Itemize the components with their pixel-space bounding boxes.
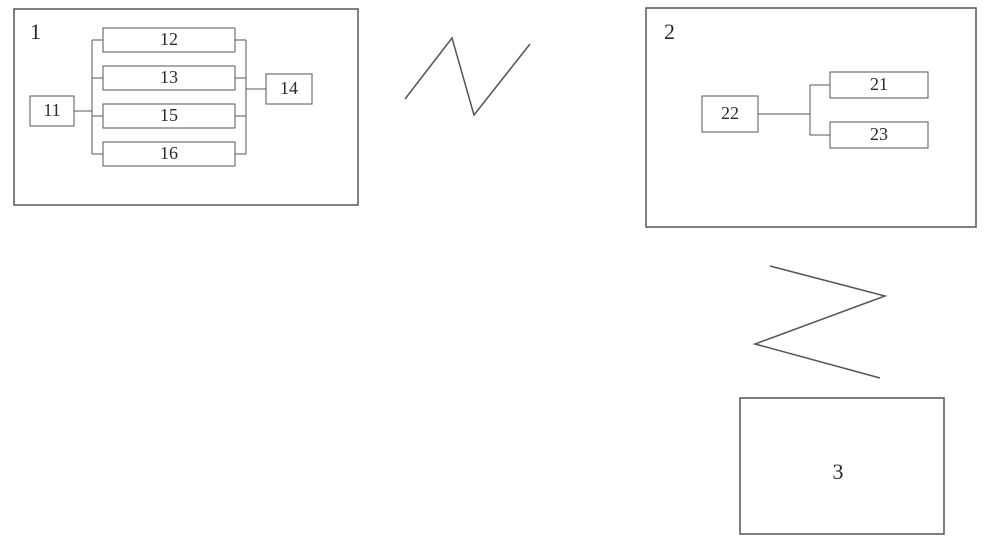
node-12-label: 12 xyxy=(160,29,178,49)
node-13-label: 13 xyxy=(160,67,178,87)
node-14-label: 14 xyxy=(280,78,298,98)
zigzag-1 xyxy=(405,38,530,115)
zigzag-2 xyxy=(755,266,885,378)
node-23-label: 23 xyxy=(870,124,888,144)
group-2-outer xyxy=(646,8,976,227)
node-15-label: 15 xyxy=(160,105,178,125)
group-1-outer xyxy=(14,9,358,205)
group-2-label: 2 xyxy=(664,19,675,44)
node-11-label: 11 xyxy=(43,100,60,120)
node-22-label: 22 xyxy=(721,103,739,123)
group-1-label: 1 xyxy=(30,19,41,44)
group-3-label: 3 xyxy=(833,459,844,484)
node-16-label: 16 xyxy=(160,143,178,163)
node-21-label: 21 xyxy=(870,74,888,94)
